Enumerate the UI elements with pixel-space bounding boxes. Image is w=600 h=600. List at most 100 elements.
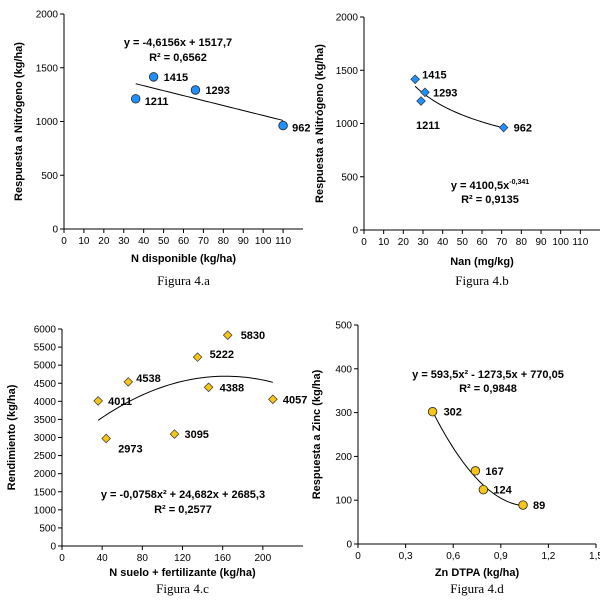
x-tick-label: 110: [572, 237, 588, 248]
y-tick-label: 0: [346, 540, 352, 551]
r-squared: R² = 0,2577: [154, 504, 212, 516]
y-tick-label: 500: [39, 523, 56, 534]
x-tick-label: 90: [238, 236, 250, 247]
y-tick-label: 2500: [34, 451, 57, 462]
trend-line: [97, 375, 274, 421]
figure-caption: Figura 4.a: [157, 273, 210, 288]
x-axis-label: N disponible (kg/ha): [131, 253, 236, 265]
x-tick-label: 0: [61, 236, 67, 247]
y-tick-label: 1000: [336, 119, 359, 130]
y-tick-label: 0: [50, 542, 56, 553]
y-tick-label: 1000: [36, 117, 59, 128]
x-tick-label: 70: [198, 236, 210, 247]
y-tick-label: 500: [341, 172, 358, 183]
data-label: 4538: [136, 373, 160, 385]
data-label: 1415: [422, 69, 446, 81]
x-tick-label: 0,3: [399, 551, 413, 562]
y-tick-label: 500: [335, 321, 352, 332]
y-tick-label: 200: [335, 452, 352, 463]
x-tick-label: 1,2: [541, 551, 555, 562]
r-squared: R² = 0,6562: [149, 52, 207, 64]
data-label: 302: [444, 407, 462, 419]
y-tick-label: 3500: [34, 415, 57, 426]
data-label: 2973: [118, 443, 142, 455]
y-tick-label: 5000: [34, 361, 57, 372]
data-point: [101, 433, 111, 444]
x-tick-label: 60: [476, 237, 488, 248]
y-tick-label: 300: [335, 408, 352, 419]
data-label: 1211: [416, 120, 440, 132]
y-tick-label: 4000: [34, 397, 57, 408]
x-tick-label: 60: [178, 236, 190, 247]
y-axis-label: Respuesta a Nitrógeno (kg/ha): [13, 42, 25, 201]
data-point: [222, 330, 233, 340]
x-tick-label: 1,5: [589, 551, 600, 562]
figure-caption: Figura 4.b: [455, 273, 508, 288]
x-tick-label: 110: [275, 236, 291, 247]
x-tick-label: 30: [417, 237, 429, 248]
x-axis-label: Nan (mg/kg): [450, 256, 514, 268]
data-label: 1415: [164, 72, 188, 84]
data-point: [123, 377, 134, 387]
chart-a: 0 500 1000 1500 2000 0 10 20 30 40 50 60 70 80 90 100 11…: [13, 10, 310, 289]
trend-equation: y = -0,0758x² + 24,682x + 2685,3: [101, 489, 265, 501]
y-tick-label: 3000: [34, 433, 57, 444]
y-tick-label: 1500: [336, 66, 359, 77]
x-tick-label: 20: [98, 236, 110, 247]
x-tick-label: 10: [378, 237, 390, 248]
trend-equation: y = 593,5x² - 1273,5x + 770,05: [412, 369, 564, 381]
x-tick-label: 10: [78, 236, 90, 247]
data-label: 89: [533, 500, 545, 512]
x-tick-label: 30: [118, 236, 130, 247]
x-tick-label: 70: [496, 237, 508, 248]
chart-c: 0500100015002000250030003500400045005000…: [6, 325, 307, 597]
data-label: 1293: [433, 87, 457, 99]
y-tick-label: 0: [352, 226, 358, 237]
y-tick-label: 4500: [34, 379, 57, 390]
x-tick-label: 50: [457, 237, 469, 248]
x-tick-label: 200: [254, 553, 271, 564]
figure-caption: Figura 4.c: [156, 581, 209, 596]
y-axis-label: Respuesta a Zinc (kg/ha): [311, 369, 323, 499]
y-tick-label: 500: [41, 171, 58, 182]
data-point: [148, 72, 159, 82]
data-label: 167: [485, 466, 503, 478]
data-point: [427, 407, 438, 417]
y-tick-label: 400: [335, 364, 352, 375]
data-point: [203, 382, 214, 393]
data-point: [518, 500, 528, 510]
y-tick-label: 1500: [34, 487, 57, 498]
x-tick-label: 90: [535, 237, 547, 248]
x-tick-label: 0,6: [446, 551, 460, 562]
x-tick-label: 50: [158, 236, 170, 247]
y-axis-label: Rendimiento (kg/ha): [6, 384, 18, 490]
chart-b: 0 500 1000 1500 2000 0 10 20 30 40 50 60 70 80 90 100 11…: [314, 13, 600, 288]
data-point: [478, 484, 489, 495]
trend-line: [135, 83, 284, 121]
data-point: [190, 85, 201, 95]
trend-line: [414, 85, 504, 129]
y-tick-label: 1000: [34, 505, 57, 516]
data-label: 1293: [205, 85, 229, 97]
x-tick-label: 120: [174, 553, 191, 564]
y-axis-label: Respuesta a Nitrógeno (kg/ha): [314, 44, 326, 203]
x-tick-label: 0: [355, 551, 361, 562]
data-point: [410, 74, 420, 85]
chart-d: 0 100 200 300 400 500 0 0,3 0,6 0,9 1,2 1,5 Zn DTPA …: [311, 321, 600, 597]
x-tick-label: 100: [552, 237, 569, 248]
x-tick-label: 160: [214, 553, 231, 564]
data-label: 4011: [108, 396, 132, 408]
data-label: 4057: [283, 394, 307, 406]
r-squared: R² = 0,9135: [461, 194, 519, 206]
y-tick-label: 0: [52, 225, 58, 236]
data-point: [416, 96, 426, 106]
x-tick-label: 0,9: [494, 551, 508, 562]
data-label: 5830: [241, 330, 265, 342]
y-tick-label: 6000: [34, 325, 57, 336]
x-tick-label: 80: [218, 236, 230, 247]
y-tick-label: 100: [335, 496, 352, 507]
trend-equation: y = 4100,5x-0,341: [451, 179, 529, 192]
data-point: [498, 122, 509, 133]
y-tick-label: 5500: [34, 343, 57, 354]
x-tick-label: 80: [137, 553, 149, 564]
